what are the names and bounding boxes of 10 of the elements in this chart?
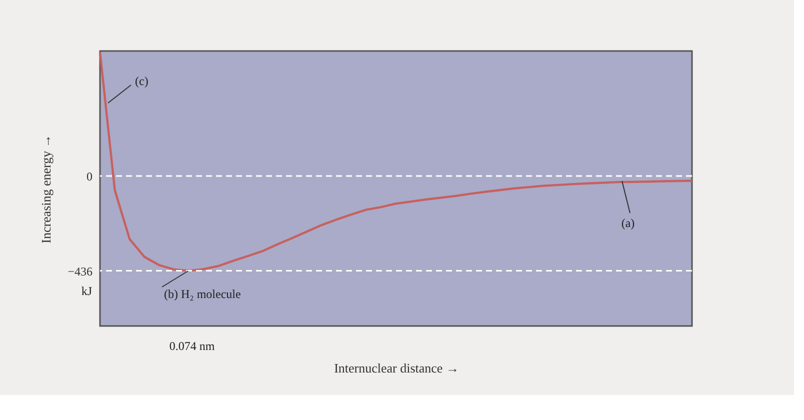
y-tick-label: 0: [86, 170, 92, 184]
annotation: (a): [621, 216, 635, 230]
annotation: (b) H₂ molecule: [164, 287, 241, 301]
x-axis-title: Internuclear distance →: [334, 360, 459, 376]
y-axis-title: Increasing energy →: [38, 134, 54, 244]
y-tick-label: −436: [68, 264, 92, 278]
text: kJ: [81, 284, 92, 298]
text: 0.074 nm: [169, 339, 216, 353]
line-series: [98, 50, 694, 272]
annotation: (c): [135, 74, 148, 88]
